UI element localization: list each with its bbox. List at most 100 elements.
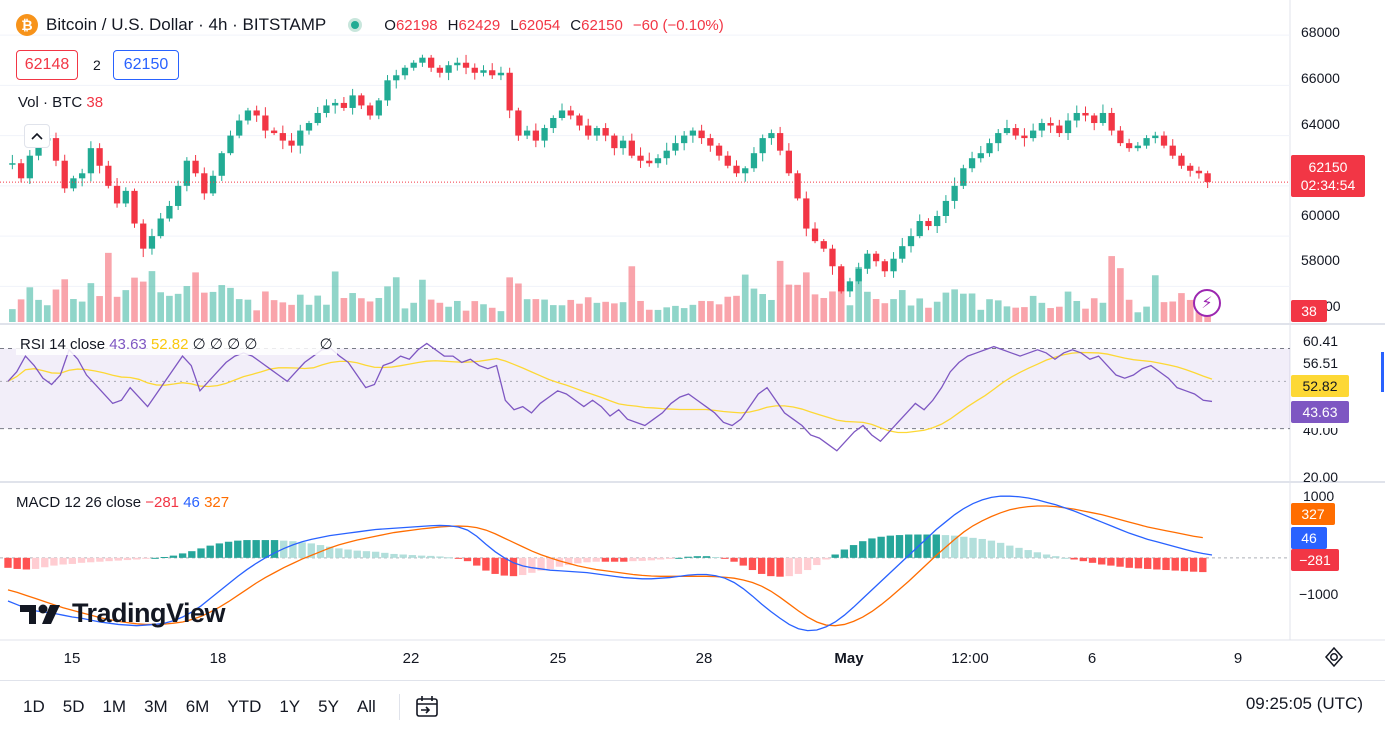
volume-bar <box>166 295 173 322</box>
timeframe-ytd[interactable]: YTD <box>227 696 262 716</box>
candle-body <box>1143 138 1150 146</box>
timeframe-1m[interactable]: 1M <box>102 696 127 716</box>
symbol-title[interactable]: Bitcoin / U.S. Dollar · 4h · BITSTAMP <box>46 15 327 34</box>
candle-body <box>340 102 348 108</box>
buy-button[interactable]: 62150 <box>113 50 179 80</box>
low-value: 62054 <box>518 16 561 34</box>
candle-body <box>1108 112 1115 131</box>
sell-button[interactable]: 62148 <box>16 50 78 80</box>
macd-value: 46 <box>183 494 200 511</box>
candle-body <box>87 148 95 174</box>
macd-histogram-bar <box>234 540 242 558</box>
settings-icon[interactable] <box>1322 645 1346 669</box>
macd-histogram-bar <box>987 540 996 558</box>
candle-body <box>602 128 609 136</box>
macd-hist-value: −281 <box>145 494 180 511</box>
timeframe-all[interactable]: All <box>356 696 376 716</box>
macd-histogram-bar <box>491 557 499 574</box>
volume-bar <box>1021 307 1028 322</box>
macd-histogram-bar <box>50 557 58 566</box>
macd-tick: −1000 <box>1299 586 1339 602</box>
calendar-goto-icon[interactable] <box>414 694 440 720</box>
candle-body <box>628 140 635 156</box>
candle-body <box>61 160 68 189</box>
volume-bar <box>1151 275 1159 322</box>
macd-histogram-bar <box>831 554 839 558</box>
volume-bar <box>768 299 775 322</box>
candle-body <box>1073 112 1080 121</box>
volume-bar <box>358 298 365 322</box>
candle-body <box>681 135 688 144</box>
candle-body <box>9 163 16 165</box>
chevron-up-icon <box>31 132 43 140</box>
candle-body <box>654 158 662 164</box>
timeframe-5d[interactable]: 5D <box>62 696 85 716</box>
macd-histogram-bar <box>169 555 178 558</box>
volume-bar <box>532 299 540 322</box>
volume-bar <box>645 309 653 322</box>
volume-bar <box>942 292 950 322</box>
high-value: 62429 <box>458 16 501 34</box>
timeframe-3m[interactable]: 3M <box>144 696 168 716</box>
volume-bar <box>366 301 374 322</box>
macd-histogram-bar <box>463 557 472 562</box>
macd-histogram-bar <box>950 535 959 558</box>
timeframe-5y[interactable]: 5Y <box>318 696 339 716</box>
volume-bar <box>349 293 356 322</box>
candle-body <box>157 218 164 237</box>
candle-body <box>209 175 217 194</box>
macd-histogram-bar <box>1098 557 1106 565</box>
candle-body <box>698 130 705 139</box>
volume-bar <box>523 299 531 322</box>
candle-body <box>986 143 993 154</box>
price-tick: 64000 <box>1301 116 1340 132</box>
macd-histogram-bar <box>849 545 858 558</box>
macd-histogram-bar <box>427 555 435 558</box>
volume-bar <box>384 286 391 322</box>
rsi-line <box>7 342 1213 452</box>
volume-legend: Vol · BTC 38 <box>18 94 103 111</box>
candle-body <box>1134 145 1141 149</box>
macd-histogram-bar <box>270 540 279 558</box>
candle-body <box>829 248 836 267</box>
timeframe-6m[interactable]: 6M <box>185 696 210 716</box>
macd-histogram-bar <box>840 549 849 558</box>
macd-histogram-bar <box>114 557 122 561</box>
macd-histogram-bar <box>748 557 757 571</box>
timeframe-1y[interactable]: 1Y <box>279 696 301 716</box>
timeframe-1d[interactable]: 1D <box>23 696 45 716</box>
candle-body <box>183 160 190 186</box>
volume-bar <box>654 309 662 322</box>
macd-histogram-bar <box>22 557 31 570</box>
candle-body <box>305 123 313 131</box>
candle-body <box>1021 135 1028 139</box>
collapse-legend-button[interactable] <box>24 124 50 148</box>
volume-bar <box>192 272 199 322</box>
price-tick: 58000 <box>1301 252 1340 268</box>
ohlc-values: O62198 H62429 L62054 C62150 −60 (−0.10%) <box>384 16 724 34</box>
volume-bar <box>628 266 636 322</box>
macd-histogram-bar <box>564 557 573 566</box>
macd-histogram-bar <box>353 550 361 558</box>
volume-bar <box>785 284 793 322</box>
bottom-toolbar: 1D 5D 1M 3M 6M YTD 1Y 5Y All <box>0 680 1385 732</box>
volume-bar <box>567 299 575 322</box>
candle-body <box>977 153 984 159</box>
volume-bar <box>323 304 330 322</box>
candle-body <box>733 165 740 174</box>
tradingview-logo: TradingView <box>20 598 226 629</box>
candle-body <box>1003 128 1011 134</box>
volume-bar <box>61 279 69 322</box>
volume-bar <box>471 301 479 322</box>
macd-histogram-bar <box>555 557 564 567</box>
candle-body <box>637 155 644 161</box>
lightning-icon[interactable]: ⚡ <box>1193 289 1221 317</box>
macd-histogram-bar <box>509 557 518 577</box>
candle-body <box>715 145 723 156</box>
utc-clock[interactable]: 09:25:05 (UTC) <box>1245 694 1363 713</box>
volume-bar <box>235 299 243 322</box>
candle-body <box>1187 165 1194 171</box>
macd-histogram-bar <box>96 557 104 562</box>
bar-countdown: 02:34:54 <box>1300 177 1356 193</box>
